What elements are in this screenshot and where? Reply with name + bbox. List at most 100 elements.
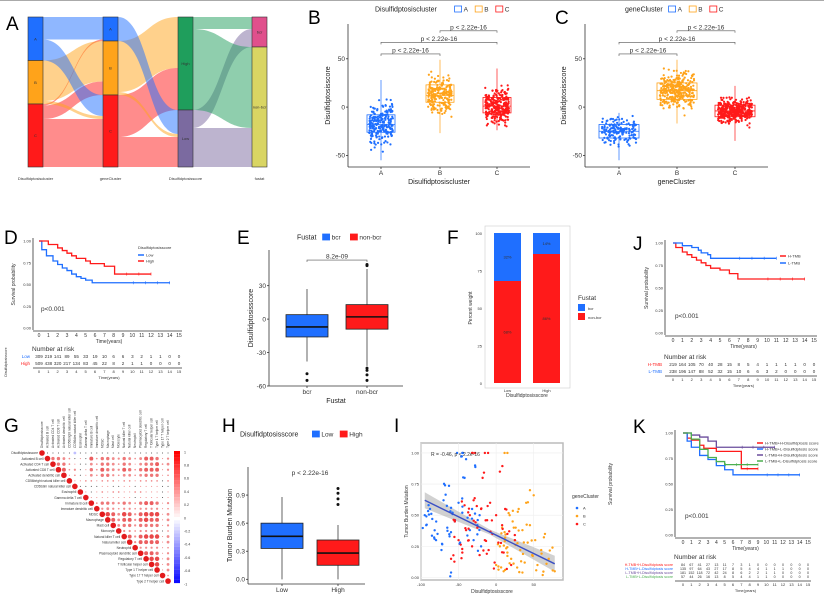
x-tick-label: 13 [792, 338, 798, 344]
correlation-dot [162, 502, 164, 504]
correlation-dot [155, 473, 159, 477]
data-point [690, 92, 694, 95]
correlation-dot [161, 463, 164, 465]
data-point [373, 140, 376, 143]
bar-segment [533, 233, 560, 254]
data-point [741, 114, 744, 118]
x-tick-label: 0 [38, 333, 41, 339]
correlation-dot [134, 541, 137, 544]
x-tick-label: C [733, 170, 738, 177]
row-label: Activated CD8 T cell [26, 468, 55, 472]
data-point [727, 122, 731, 125]
data-point [674, 86, 677, 89]
data-point [383, 130, 386, 133]
data-point [488, 110, 491, 113]
correlation-dot [89, 473, 93, 477]
data-point [667, 68, 670, 71]
risk-count: 16 [706, 575, 710, 579]
data-point [447, 484, 451, 488]
correlation-dot [112, 452, 114, 454]
risk-count: 141 [54, 354, 62, 359]
legend-label: H-TMB+L-Disulfidptosis score [765, 447, 819, 452]
risk-x-tick-label: 9 [756, 377, 759, 382]
colorbar-segment [174, 550, 180, 554]
data-point [616, 121, 619, 124]
correlation-dot [127, 468, 132, 472]
data-point [685, 92, 688, 95]
data-point [432, 108, 435, 111]
data-point [548, 549, 551, 552]
risk-count: 1 [765, 575, 767, 579]
data-point [677, 74, 681, 77]
data-point [491, 115, 494, 118]
correlation-dot [162, 485, 164, 487]
data-point [433, 100, 437, 103]
risk-x-tick-label: 13 [793, 377, 798, 382]
colorbar-tick-label: 0.2 [184, 503, 189, 507]
data-point [671, 81, 674, 84]
x-tick-label: 5 [719, 338, 722, 344]
correlation-dot [126, 539, 133, 545]
correlation-dot [123, 452, 125, 454]
p-value-label: p < 2.22e-16 [292, 470, 329, 477]
correlation-dot [95, 457, 98, 460]
data-point [500, 551, 504, 554]
risk-count: 72 [706, 571, 710, 575]
colorbar-tick-label: -0.6 [184, 556, 190, 560]
data-point [503, 536, 507, 539]
risk-x-tick-label: 8 [749, 582, 752, 587]
data-point [500, 118, 504, 121]
data-point [663, 95, 666, 98]
correlation-dot [167, 485, 169, 487]
legend-label: bcr [332, 234, 342, 241]
x-tick-label: 0 [495, 582, 498, 587]
correlation-dot [52, 452, 54, 454]
data-point [692, 79, 696, 82]
data-point [677, 81, 680, 84]
correlation-dot [100, 467, 105, 472]
y-tick-label: 0.50 [655, 286, 664, 291]
correlation-dot [167, 480, 169, 482]
row-label: Natural killer cell [102, 540, 126, 544]
data-point [494, 563, 498, 567]
data-point [434, 93, 437, 96]
risk-x-tick-label: 8 [747, 377, 750, 382]
data-point [372, 106, 375, 109]
correlation-dot [62, 457, 66, 460]
correlation-dot [139, 473, 143, 477]
data-point [509, 563, 513, 567]
correlation-dot [115, 528, 122, 534]
risk-count: 1 [765, 571, 767, 575]
correlation-dot [138, 523, 143, 528]
correlation-dot [74, 480, 76, 482]
data-point [481, 476, 484, 480]
data-point [433, 77, 436, 80]
data-point [727, 111, 730, 114]
data-point [512, 526, 515, 529]
data-point [438, 101, 441, 104]
data-point [667, 97, 670, 100]
x-tick-label: 7 [737, 338, 740, 344]
row-label: Eosinophil [62, 490, 77, 494]
data-point [617, 143, 620, 146]
x-tick-label: A [379, 170, 384, 177]
data-point [746, 124, 749, 127]
correlation-dot [89, 456, 94, 461]
risk-count: 0 [782, 563, 784, 567]
data-point [622, 120, 625, 124]
legend-label: H-TMB+H-Disulfidptosis score [765, 441, 819, 446]
data-point [724, 114, 728, 117]
correlation-dot [134, 468, 136, 471]
data-point [749, 105, 752, 108]
data-point [634, 128, 637, 131]
correlation-dot [90, 480, 93, 482]
data-point [433, 529, 436, 532]
data-point [685, 100, 688, 103]
data-point [503, 530, 506, 534]
x-tick-label: High [331, 587, 345, 594]
data-point [661, 104, 664, 107]
risk-count: 10 [102, 354, 108, 359]
data-point [467, 507, 471, 510]
correlation-dot [89, 462, 93, 466]
